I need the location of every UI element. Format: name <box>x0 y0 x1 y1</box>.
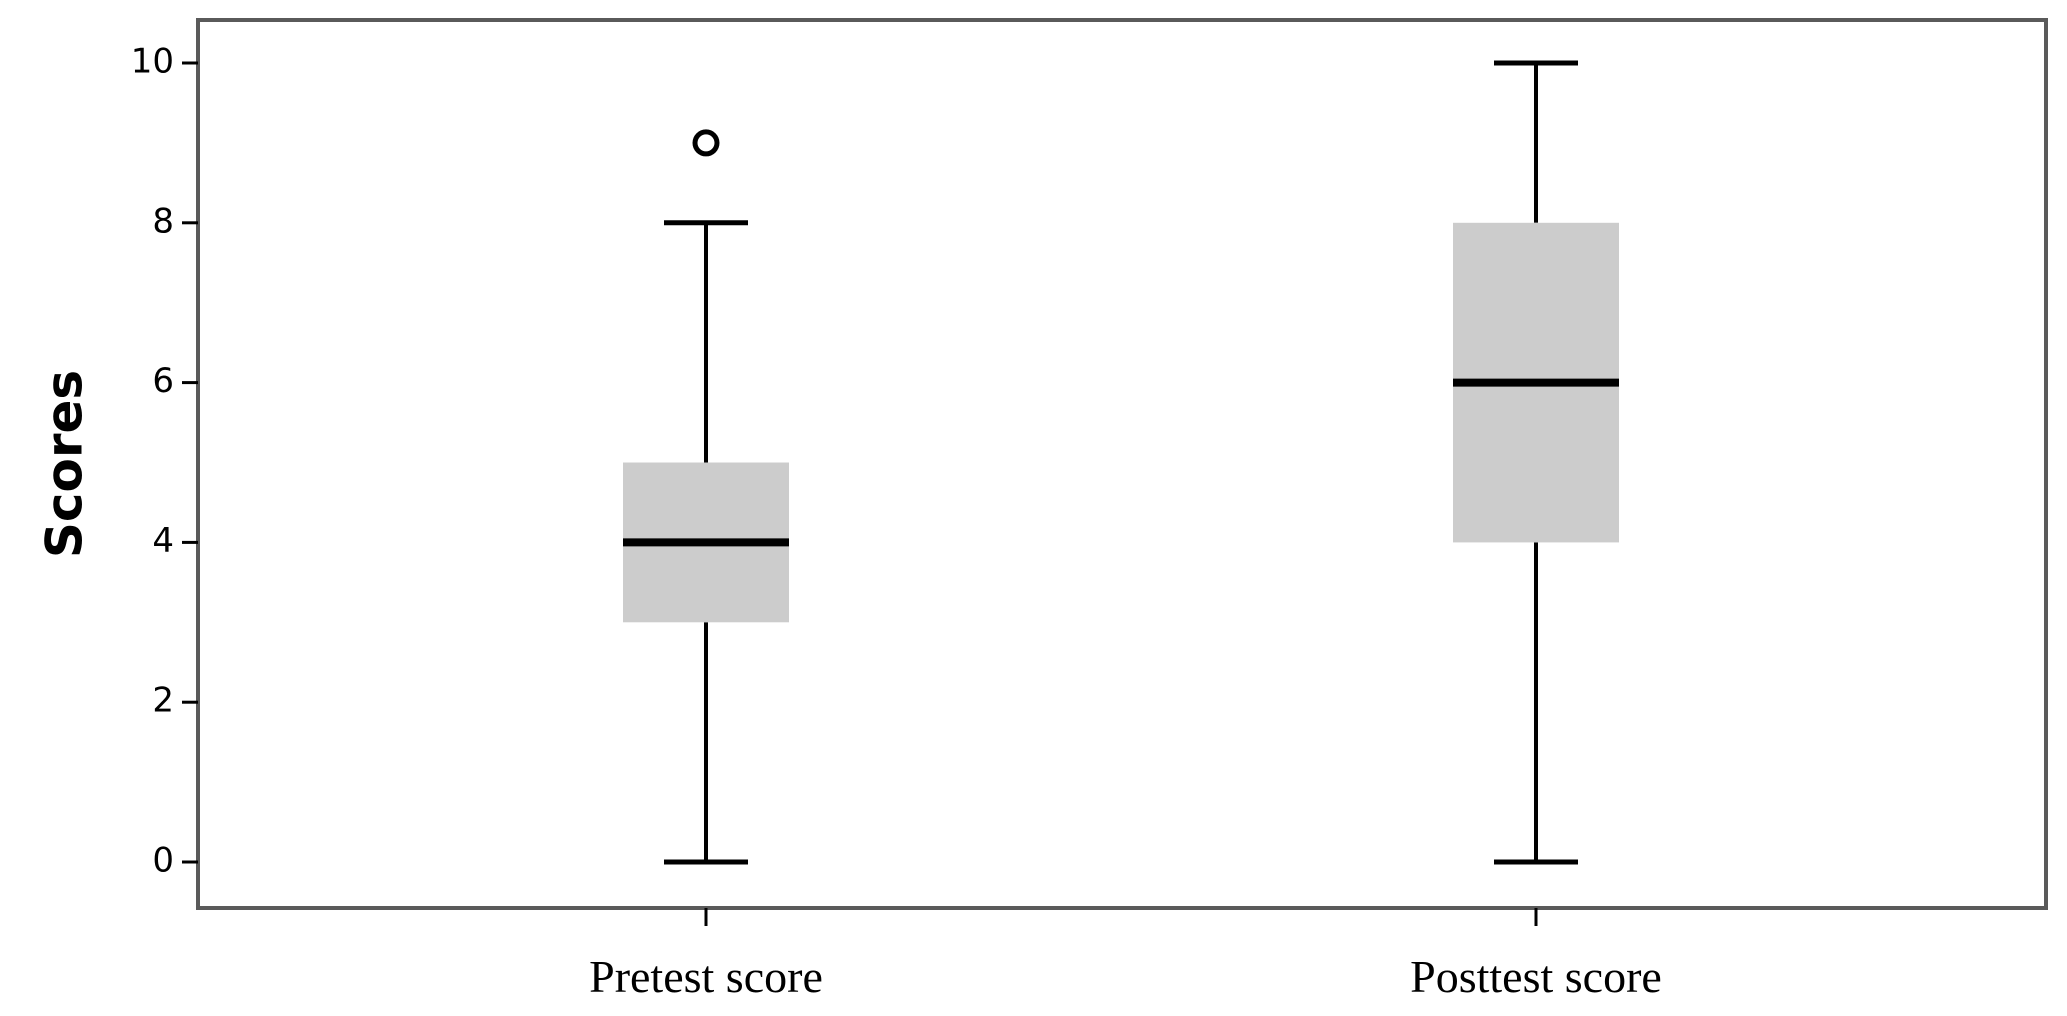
x-tick-label: Posttest score <box>1410 951 1662 1002</box>
y-tick-label: 8 <box>152 201 174 241</box>
x-axis-ticks: Pretest score Posttest score <box>589 908 1662 1002</box>
y-tick-label: 0 <box>152 841 174 881</box>
outlier-point <box>692 129 720 157</box>
x-tick-label: Pretest score <box>589 951 823 1002</box>
y-tick-label: 6 <box>152 361 174 401</box>
y-tick-label: 10 <box>131 42 174 82</box>
y-axis-title: Scores <box>36 370 94 558</box>
y-tick-label: 4 <box>152 521 174 561</box>
box-pretest <box>623 129 789 865</box>
box-posttest <box>1453 60 1619 865</box>
plot-frame <box>196 18 2048 910</box>
y-tick-label: 2 <box>152 681 174 721</box>
y-axis-ticks: 0 2 4 6 8 10 <box>131 42 198 881</box>
box-series <box>623 60 1619 865</box>
